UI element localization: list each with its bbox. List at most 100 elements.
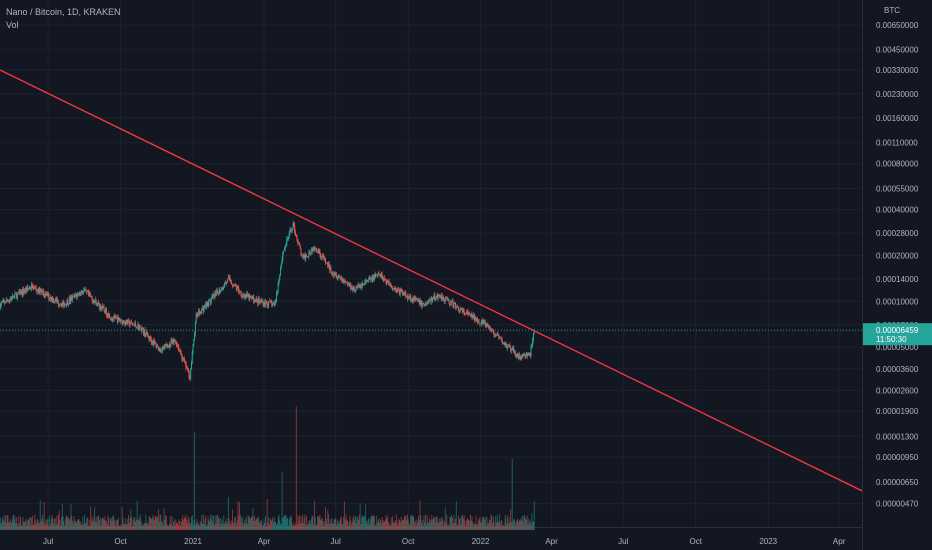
- candle[interactable]: [22, 289, 24, 295]
- candle[interactable]: [129, 324, 131, 326]
- candle[interactable]: [515, 355, 517, 357]
- candle[interactable]: [293, 223, 295, 225]
- candle[interactable]: [314, 249, 316, 250]
- candle[interactable]: [428, 300, 430, 302]
- candle[interactable]: [298, 242, 300, 244]
- candle[interactable]: [91, 297, 93, 302]
- candle[interactable]: [520, 357, 522, 359]
- candle[interactable]: [58, 304, 60, 305]
- candle[interactable]: [337, 277, 339, 279]
- candle[interactable]: [421, 300, 423, 307]
- candle[interactable]: [330, 267, 332, 273]
- candle[interactable]: [331, 272, 333, 274]
- candle[interactable]: [16, 293, 18, 299]
- candle[interactable]: [224, 282, 226, 284]
- candle[interactable]: [2, 300, 4, 303]
- candle[interactable]: [521, 357, 523, 359]
- candle[interactable]: [374, 273, 376, 277]
- candle[interactable]: [288, 233, 290, 239]
- candle[interactable]: [524, 355, 526, 356]
- candle[interactable]: [146, 332, 148, 335]
- candle[interactable]: [253, 296, 255, 302]
- candle[interactable]: [411, 298, 413, 301]
- candle[interactable]: [415, 298, 417, 301]
- candle[interactable]: [221, 287, 223, 290]
- candle[interactable]: [85, 288, 87, 291]
- candle[interactable]: [194, 333, 196, 340]
- candle[interactable]: [445, 297, 447, 299]
- candle[interactable]: [19, 290, 21, 295]
- candle[interactable]: [8, 300, 10, 302]
- candle[interactable]: [484, 321, 486, 323]
- candle[interactable]: [388, 282, 390, 285]
- candle[interactable]: [286, 238, 288, 246]
- candle[interactable]: [435, 298, 437, 301]
- candle[interactable]: [208, 299, 210, 307]
- candle[interactable]: [384, 279, 386, 281]
- candle[interactable]: [255, 298, 257, 300]
- candle[interactable]: [14, 293, 16, 296]
- candle[interactable]: [203, 307, 205, 312]
- candle[interactable]: [446, 297, 448, 299]
- candle[interactable]: [475, 317, 477, 322]
- candle[interactable]: [86, 290, 88, 292]
- candle[interactable]: [50, 297, 52, 300]
- candle[interactable]: [78, 293, 80, 296]
- candle[interactable]: [287, 238, 289, 240]
- candle[interactable]: [326, 262, 328, 264]
- candle[interactable]: [392, 288, 394, 290]
- candle[interactable]: [53, 298, 55, 302]
- candle[interactable]: [322, 256, 324, 258]
- candle[interactable]: [395, 287, 397, 291]
- candle[interactable]: [429, 300, 431, 302]
- candle[interactable]: [506, 345, 508, 349]
- candle[interactable]: [249, 295, 251, 300]
- candle[interactable]: [417, 299, 419, 302]
- candle[interactable]: [385, 279, 387, 284]
- candle[interactable]: [394, 288, 396, 290]
- candle[interactable]: [346, 282, 348, 284]
- volume-indicator-label[interactable]: Vol: [6, 20, 19, 30]
- candle[interactable]: [483, 322, 485, 324]
- candle[interactable]: [529, 355, 531, 357]
- candle[interactable]: [166, 344, 168, 346]
- candle[interactable]: [370, 278, 372, 279]
- candle[interactable]: [420, 300, 422, 306]
- candle[interactable]: [111, 318, 113, 320]
- candle[interactable]: [103, 307, 105, 311]
- candle[interactable]: [49, 297, 51, 300]
- candle[interactable]: [113, 315, 115, 320]
- candle[interactable]: [315, 249, 317, 250]
- candle[interactable]: [54, 301, 56, 302]
- candle[interactable]: [365, 280, 367, 282]
- candle[interactable]: [439, 295, 441, 297]
- candle[interactable]: [120, 321, 122, 322]
- candle[interactable]: [285, 245, 287, 246]
- candle[interactable]: [532, 340, 534, 345]
- candle[interactable]: [94, 299, 96, 301]
- candle[interactable]: [407, 296, 409, 299]
- candle[interactable]: [457, 306, 459, 308]
- candle[interactable]: [47, 293, 49, 296]
- candle[interactable]: [369, 278, 371, 280]
- candle[interactable]: [317, 250, 319, 252]
- candle[interactable]: [473, 314, 475, 320]
- candle[interactable]: [1, 302, 3, 305]
- candle[interactable]: [220, 290, 222, 293]
- candle[interactable]: [497, 334, 499, 336]
- candle[interactable]: [413, 296, 415, 298]
- candle[interactable]: [433, 295, 435, 300]
- candle[interactable]: [102, 306, 104, 308]
- candle[interactable]: [171, 340, 173, 344]
- candle[interactable]: [355, 287, 357, 291]
- candle[interactable]: [265, 301, 267, 305]
- candle[interactable]: [30, 288, 32, 290]
- candle[interactable]: [511, 348, 513, 350]
- candle[interactable]: [60, 304, 62, 307]
- candle[interactable]: [104, 310, 106, 314]
- candle[interactable]: [313, 246, 315, 252]
- candle[interactable]: [480, 323, 482, 325]
- candle[interactable]: [306, 255, 308, 257]
- candle[interactable]: [302, 255, 304, 257]
- candle[interactable]: [209, 299, 211, 303]
